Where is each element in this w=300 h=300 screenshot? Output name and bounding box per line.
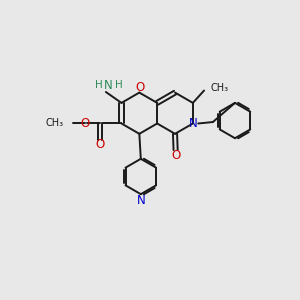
Text: O: O bbox=[80, 117, 90, 130]
Text: N: N bbox=[136, 194, 145, 207]
Text: O: O bbox=[96, 138, 105, 151]
Text: O: O bbox=[171, 149, 180, 162]
Text: O: O bbox=[135, 81, 144, 94]
Text: N: N bbox=[104, 79, 112, 92]
Text: H: H bbox=[115, 80, 122, 90]
Text: CH₃: CH₃ bbox=[45, 118, 63, 128]
Text: N: N bbox=[189, 117, 197, 130]
Text: H: H bbox=[94, 80, 102, 90]
Text: CH₃: CH₃ bbox=[211, 83, 229, 93]
